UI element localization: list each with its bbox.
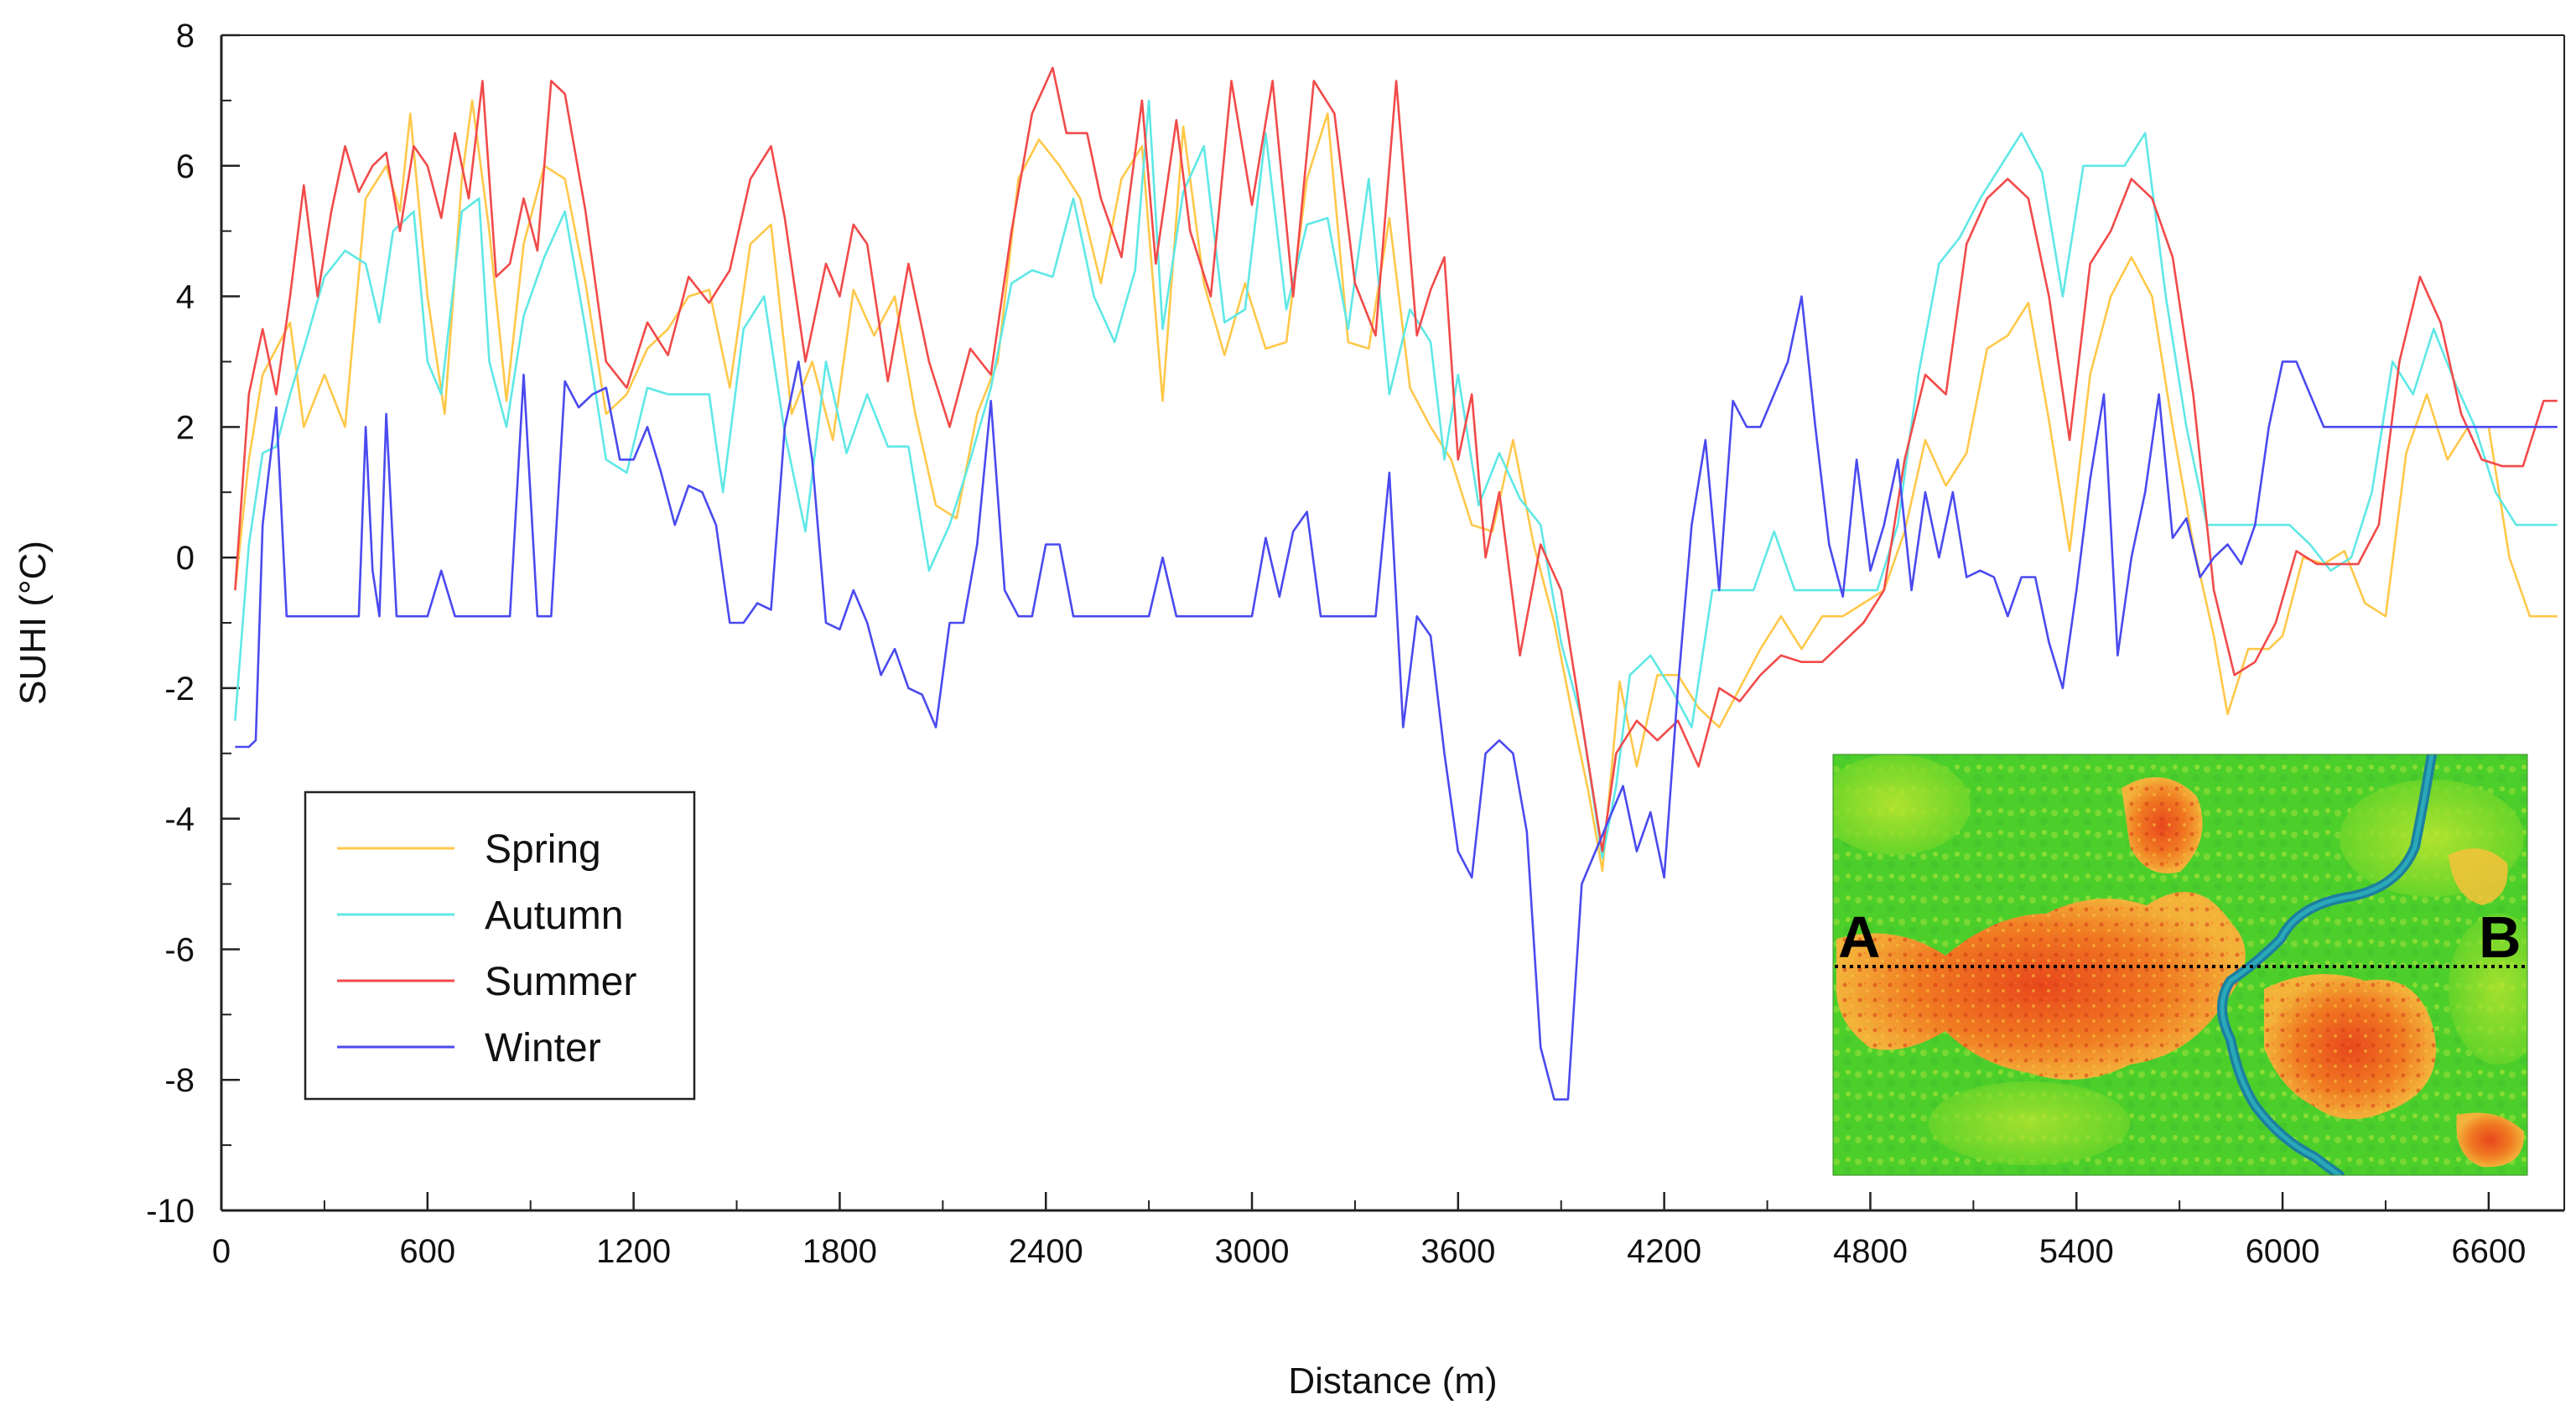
y-tick-label: 8 [176, 18, 195, 54]
x-tick-label: 600 [399, 1233, 455, 1270]
series-line-spring [234, 99, 2558, 873]
x-tick-label: 6000 [2246, 1233, 2320, 1270]
x-tick-label: 3000 [1215, 1233, 1290, 1270]
y-tick-label: -10 [146, 1193, 195, 1230]
series-line-summer [234, 66, 2558, 853]
y-tick-label: 4 [176, 279, 195, 316]
y-tick-label: 2 [176, 409, 195, 446]
series-line-winter [235, 295, 2558, 1101]
legend: Spring Autumn Summer Winter [304, 790, 696, 1101]
x-tick-label: 0 [212, 1233, 231, 1270]
x-tick-label: 1200 [596, 1233, 671, 1270]
x-axis-title: Distance (m) [1288, 1360, 1497, 1402]
y-tick-labels: -10 -8 -6 -4 -2 0 2 4 6 8 [146, 18, 195, 1230]
x-tick-label: 3600 [1420, 1233, 1495, 1270]
series-layer [234, 66, 2558, 1101]
plot-frame [221, 34, 2565, 1210]
y-tick-label: 6 [176, 148, 195, 185]
inset-thermal-map [1833, 754, 2527, 1175]
axis-ticks [220, 34, 2490, 1212]
series-line-autumn [234, 99, 2558, 859]
y-tick-label: -6 [164, 931, 195, 968]
y-axis-title: SUHI (°C) [13, 541, 54, 705]
x-tick-label: 6600 [2451, 1233, 2526, 1270]
x-tick-label: 4200 [1627, 1233, 1701, 1270]
transect-label-a: A [1838, 904, 1881, 970]
legend-label-summer: Summer [485, 960, 636, 1004]
y-tick-label: -4 [164, 801, 195, 838]
y-tick-label: 0 [176, 540, 195, 577]
y-tick-label: -8 [164, 1062, 195, 1099]
transect-label-b: B [2479, 904, 2521, 970]
inset-frame [1832, 754, 2528, 1176]
x-tick-label: 2400 [1009, 1233, 1083, 1270]
x-tick-label: 5400 [2039, 1233, 2114, 1270]
legend-label-autumn: Autumn [485, 894, 623, 938]
x-tick-labels: 0 600 1200 1800 2400 3000 3600 4200 4800 5400 6000… [212, 1233, 2526, 1270]
y-tick-label: -2 [164, 671, 195, 707]
x-tick-label: 4800 [1833, 1233, 1908, 1270]
legend-label-winter: Winter [485, 1026, 601, 1070]
legend-label-spring: Spring [485, 827, 601, 872]
x-tick-label: 1800 [802, 1233, 877, 1270]
